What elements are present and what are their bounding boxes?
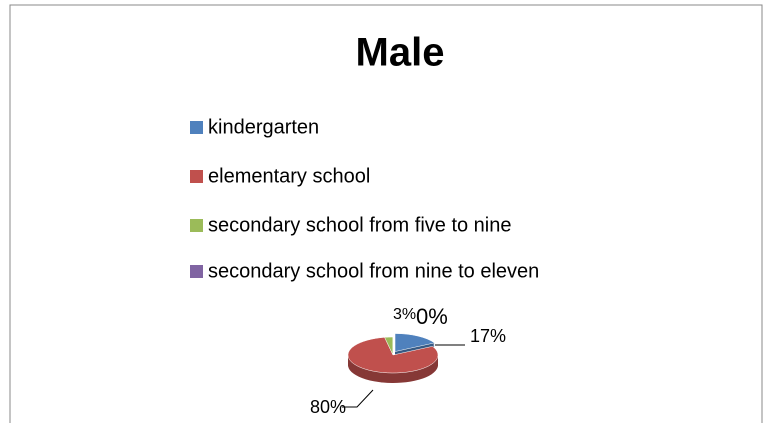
- leader-line: [342, 389, 374, 408]
- data-label: 3%: [393, 306, 416, 323]
- data-label: 80%: [310, 397, 346, 417]
- data-label: 0%: [416, 304, 448, 329]
- slice: [394, 333, 436, 352]
- legend-swatch: [190, 170, 203, 183]
- chart-frame: [9, 4, 763, 423]
- data-label: 17%: [470, 326, 506, 346]
- legend-label: secondary school from nine to eleven: [208, 260, 539, 282]
- legend: kindergarten elementary school secondary s…: [190, 116, 539, 282]
- legend-label: secondary school from five to nine: [208, 214, 512, 236]
- slice: [347, 337, 439, 374]
- legend-swatch: [190, 121, 203, 134]
- legend-swatch: [190, 219, 203, 232]
- legend-swatch: [190, 265, 203, 278]
- pie: 17% 80% 3% 0%: [310, 304, 506, 417]
- legend-label: kindergarten: [208, 116, 319, 138]
- legend-label: elementary school: [208, 165, 370, 187]
- chart-title: Male: [356, 31, 445, 75]
